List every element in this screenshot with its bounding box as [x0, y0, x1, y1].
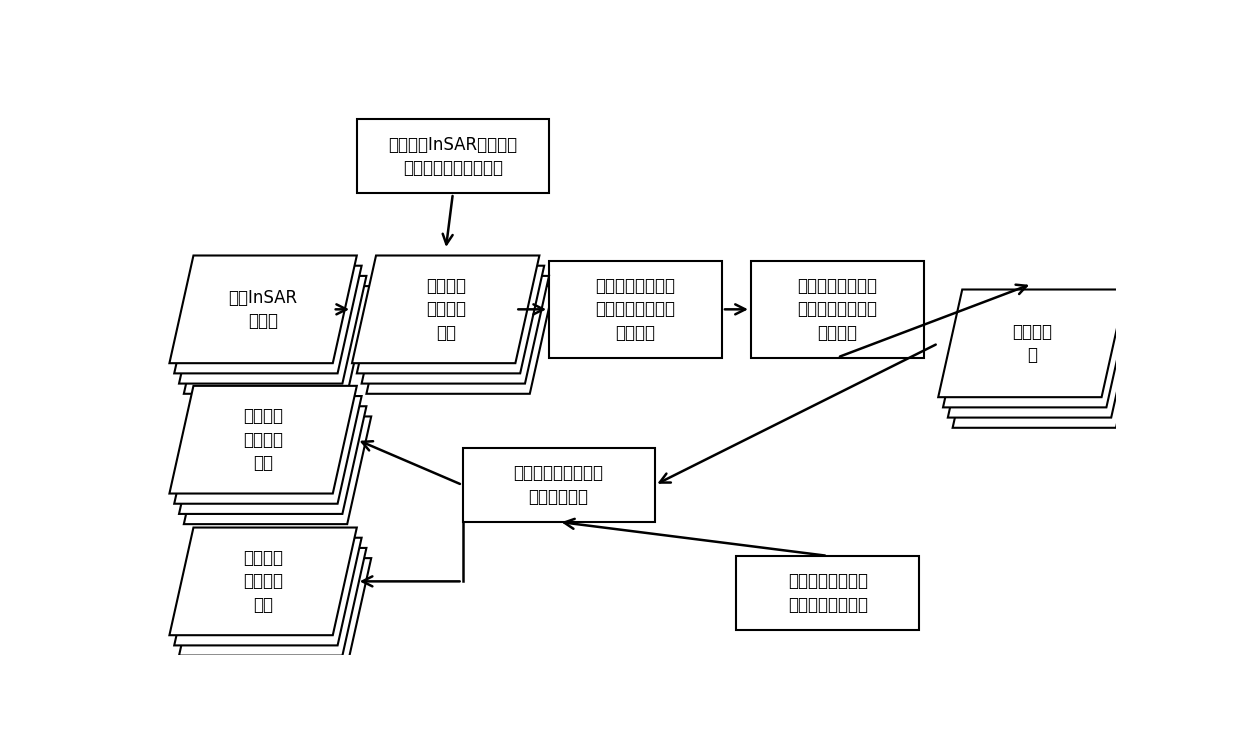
Text: 矿区水平移动和下
沉梯度的比例关系: 矿区水平移动和下 沉梯度的比例关系 — [787, 572, 868, 614]
Text: 多时域差
分下沉观
测值: 多时域差 分下沉观 测值 — [425, 277, 466, 342]
Polygon shape — [170, 528, 357, 635]
Polygon shape — [184, 417, 371, 524]
Polygon shape — [944, 300, 1131, 408]
Text: 可用InSAR
干涉对: 可用InSAR 干涉对 — [228, 289, 298, 330]
Polygon shape — [357, 266, 544, 373]
Bar — [463, 448, 655, 522]
Polygon shape — [184, 286, 371, 394]
Text: 估计东西、南北方向
时序水平移动: 估计东西、南北方向 时序水平移动 — [513, 464, 604, 506]
Polygon shape — [939, 289, 1126, 397]
Polygon shape — [179, 276, 367, 383]
Polygon shape — [952, 320, 1140, 428]
Polygon shape — [179, 548, 367, 656]
Polygon shape — [352, 255, 539, 363]
Text: 基于单个InSAR干涉对的
矿区三维形变获取方法: 基于单个InSAR干涉对的 矿区三维形变获取方法 — [388, 135, 517, 177]
Polygon shape — [362, 276, 549, 383]
Text: 加权最小二乘法求
解下沉速度并计算
时序下沉: 加权最小二乘法求 解下沉速度并计算 时序下沉 — [797, 277, 878, 342]
Polygon shape — [179, 406, 367, 514]
Text: 时序下沉
值: 时序下沉 值 — [1012, 322, 1052, 364]
Polygon shape — [170, 255, 357, 363]
Polygon shape — [174, 396, 362, 503]
Polygon shape — [184, 558, 371, 666]
Polygon shape — [174, 266, 362, 373]
Text: 建立下沉速度与差
分下沉观测值之间
观测方程: 建立下沉速度与差 分下沉观测值之间 观测方程 — [595, 277, 676, 342]
Bar — [737, 556, 919, 629]
Bar — [549, 261, 722, 358]
Bar — [751, 261, 924, 358]
Text: 东西方向
时序水平
移动: 东西方向 时序水平 移动 — [243, 549, 283, 614]
Polygon shape — [947, 310, 1136, 417]
Polygon shape — [170, 386, 357, 494]
Polygon shape — [367, 286, 554, 394]
Polygon shape — [174, 538, 362, 645]
Bar — [357, 119, 549, 193]
Text: 南北方向
时序水平
移动: 南北方向 时序水平 移动 — [243, 407, 283, 473]
